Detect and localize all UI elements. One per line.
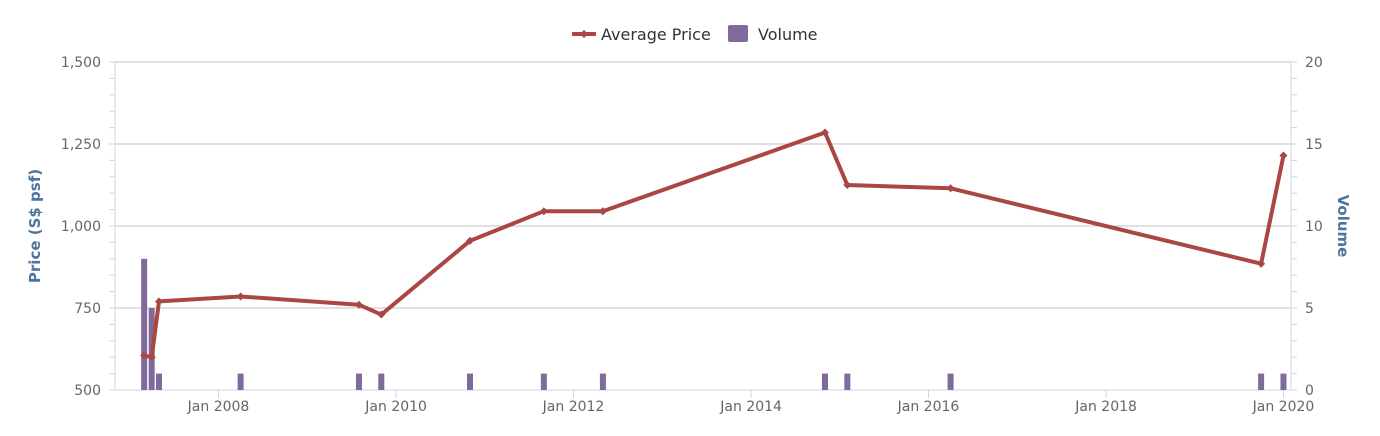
grid-lines [115,61,1291,309]
y-left-tick-label: 1,250 [61,137,101,153]
price-point-marker [598,207,607,216]
volume-bar [237,373,244,390]
price-point-marker [539,207,548,216]
x-tick-label: Jan 2010 [364,399,427,415]
x-tick-label: Jan 2012 [542,399,605,415]
volume-bar [540,373,547,390]
y-right-tick-label: 20 [1305,55,1323,71]
x-tick-label: Jan 2016 [897,399,960,415]
price-point-marker [377,310,386,319]
y-right-tick-label: 15 [1305,137,1323,153]
volume-bar [466,373,473,390]
y-left-tick-label: 500 [74,383,101,399]
x-tick-label: Jan 2020 [1252,399,1315,415]
price-point-marker [820,128,829,137]
price-point-marker [1257,259,1266,268]
volume-bar [1258,373,1265,390]
axes: 500 750 1,000 1,250 1,500 0 5 10 15 20 Jan 2008 Jan… [26,55,1352,415]
y-left-tick-label: 750 [74,301,101,317]
y-left-axis-title: Price (S$ psf) [26,169,44,283]
legend-label-average-price: Average Price [601,25,711,44]
y-right-tick-label: 10 [1305,219,1323,235]
volume-bar [141,258,148,390]
volume-bar [947,373,954,390]
volume-bars [141,258,1287,390]
price-point-marker [354,300,363,309]
y-left-tick-label: 1,500 [61,55,101,71]
legend-label-volume: Volume [758,25,818,44]
volume-bar [599,373,606,390]
y-left-tick-label: 1,000 [61,219,101,235]
price-point-marker [1279,151,1288,160]
volume-bar [155,373,162,390]
volume-bar [1280,373,1287,390]
x-tick-label: Jan 2008 [187,399,250,415]
price-point-marker [843,181,852,189]
volume-bar [821,373,828,390]
volume-bar [355,373,362,390]
y-right-tick-label: 0 [1305,383,1314,399]
legend[interactable]: Average Price Volume [572,25,818,44]
price-line-path [143,130,1286,360]
legend-bar-icon [728,25,748,42]
price-point-marker [154,297,163,306]
x-tick-label: Jan 2014 [719,399,782,415]
price-point-marker [147,353,156,362]
legend-diamond-icon [580,30,588,38]
price-point-marker [465,236,474,245]
y-right-axis-title: Volume [1334,195,1352,258]
price-point-marker [140,351,149,360]
price-point-marker [236,292,245,301]
volume-bar [378,373,385,390]
price-line [140,128,1288,362]
y-right-tick-label: 5 [1305,301,1314,317]
volume-bar [844,373,851,390]
price-point-marker [946,184,955,193]
x-tick-label: Jan 2018 [1074,399,1137,415]
